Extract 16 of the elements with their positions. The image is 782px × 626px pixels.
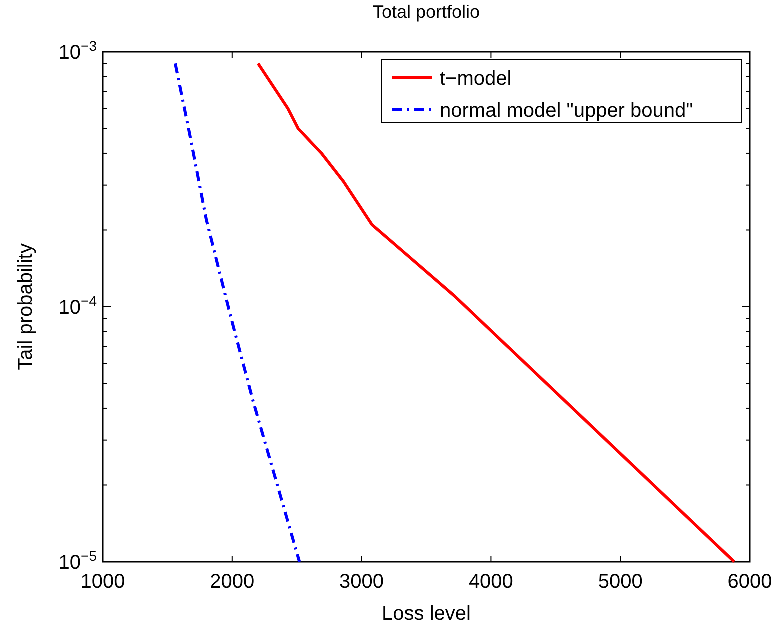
y-tick-label: 10$^{−5}$ [58, 548, 98, 574]
x-tick-label: 2000 [210, 571, 255, 593]
chart-title: Total portfolio [372, 2, 480, 22]
y-tick-label: 10$^{−4}$ [58, 293, 98, 319]
legend-label: normal model "upper bound" [440, 100, 694, 122]
y-axis-title: Tail probability [15, 244, 37, 370]
legend-label: t−model [440, 68, 512, 90]
x-tick-label: 1000 [80, 571, 126, 593]
x-tick-label: 4000 [468, 571, 514, 593]
x-tick-label: 5000 [598, 571, 643, 593]
x-tick-label: 3000 [340, 571, 384, 593]
line-series [256, 62, 736, 564]
y-tick-label: 10$^{−3}$ [58, 38, 98, 64]
x-tick-label: 6000 [728, 571, 772, 593]
line-series [174, 62, 302, 564]
x-axis-title: Loss level [382, 603, 471, 625]
